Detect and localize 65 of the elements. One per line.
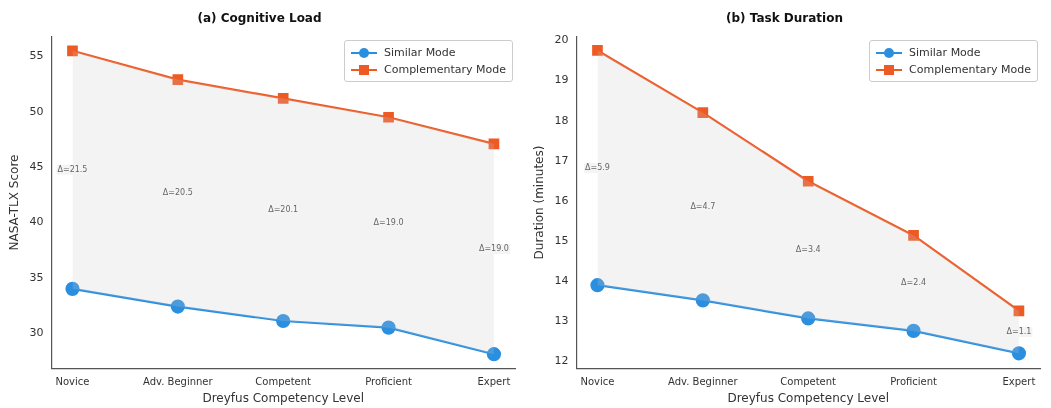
point bbox=[1013, 305, 1025, 317]
annotation: Δ=4.7 bbox=[690, 201, 716, 211]
y-tick-label: 40 bbox=[29, 215, 44, 229]
point bbox=[277, 93, 289, 104]
point bbox=[908, 230, 919, 241]
x-tick-label: Adv. Beginner bbox=[668, 376, 739, 388]
annotation: Δ=20.5 bbox=[162, 188, 193, 198]
y-axis-title: Duration (minutes) bbox=[532, 145, 547, 260]
legend-label: Similar Mode bbox=[384, 46, 456, 60]
annotation: Δ=3.4 bbox=[795, 244, 821, 254]
point bbox=[276, 313, 291, 329]
annotation: Δ=2.4 bbox=[901, 278, 927, 288]
x-tick-label: Proficient bbox=[890, 376, 938, 388]
y-tick-label: 15 bbox=[554, 233, 569, 247]
y-tick-label: 12 bbox=[554, 354, 569, 368]
y-tick-label: 18 bbox=[554, 113, 569, 127]
y-tick-label: 45 bbox=[29, 159, 44, 173]
point bbox=[65, 281, 80, 296]
point bbox=[592, 45, 603, 56]
point bbox=[590, 278, 605, 293]
annotation: Δ=19.0 bbox=[373, 217, 404, 227]
x-axis-title: Dreyfus Competency Level bbox=[202, 390, 364, 405]
point bbox=[486, 347, 502, 362]
y-tick-label: 16 bbox=[554, 193, 569, 207]
annotation: Δ=1.1 bbox=[1006, 327, 1032, 337]
x-tick-label: Competent bbox=[255, 376, 312, 388]
annotation: Δ=19.0 bbox=[478, 244, 509, 254]
x-tick-label: Expert bbox=[1002, 376, 1036, 388]
y-axis-title: NASA-TLX Score bbox=[7, 154, 22, 251]
point bbox=[906, 323, 921, 338]
x-tick-label: Novice bbox=[55, 376, 90, 388]
point bbox=[802, 175, 814, 187]
chart-title: (a) Cognitive Load bbox=[197, 11, 322, 26]
point bbox=[172, 74, 184, 85]
point bbox=[383, 111, 394, 123]
y-tick-label: 19 bbox=[554, 73, 569, 87]
annotation: Δ=20.1 bbox=[268, 204, 299, 214]
legend-label: Similar Mode bbox=[909, 46, 981, 60]
point bbox=[801, 311, 816, 326]
x-tick-label: Expert bbox=[477, 376, 511, 388]
y-tick-label: 14 bbox=[554, 274, 569, 287]
y-tick-label: 35 bbox=[29, 270, 44, 284]
point bbox=[67, 45, 78, 57]
point bbox=[381, 320, 396, 335]
x-axis-title: Dreyfus Competency Level bbox=[727, 390, 889, 405]
y-tick-label: 20 bbox=[554, 33, 569, 47]
y-tick-label: 17 bbox=[554, 153, 569, 167]
y-tick-label: 50 bbox=[29, 104, 44, 118]
y-tick-label: 55 bbox=[29, 49, 44, 63]
annotation: Δ=21.5 bbox=[57, 164, 88, 174]
point bbox=[488, 138, 500, 150]
point bbox=[695, 293, 710, 308]
legend-label: Complementary Mode bbox=[384, 63, 506, 77]
point bbox=[697, 107, 709, 118]
y-tick-label: 13 bbox=[554, 314, 569, 328]
legend-label: Complementary Mode bbox=[909, 63, 1031, 77]
point bbox=[170, 299, 185, 314]
x-tick-label: Proficient bbox=[365, 376, 413, 388]
annotation: Δ=5.9 bbox=[585, 162, 610, 172]
y-tick-label: 30 bbox=[29, 326, 44, 340]
x-tick-label: Adv. Beginner bbox=[143, 376, 214, 388]
point bbox=[1011, 346, 1027, 361]
x-tick-label: Novice bbox=[580, 376, 615, 388]
x-tick-label: Competent bbox=[780, 376, 837, 388]
chart-title: (b) Task Duration bbox=[726, 11, 843, 26]
